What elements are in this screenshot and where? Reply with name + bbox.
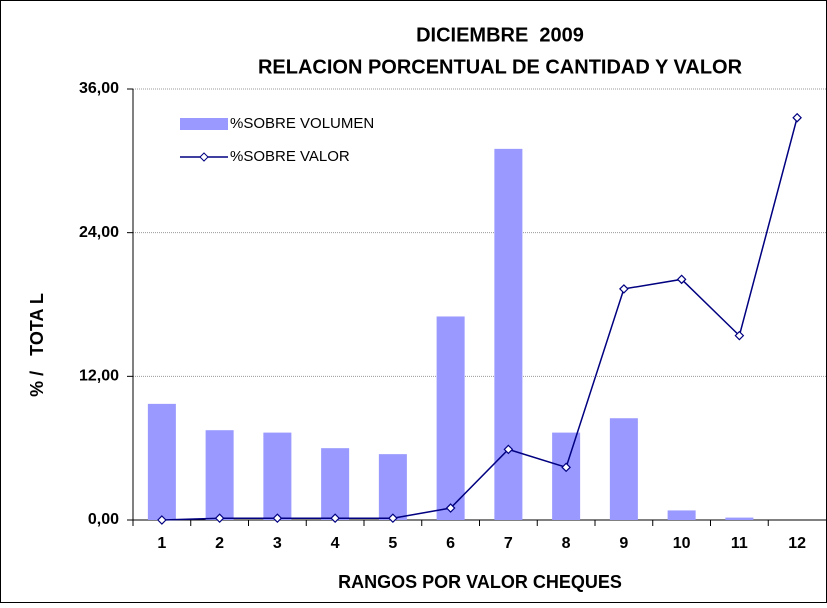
bar (205, 430, 234, 520)
marker (272, 513, 283, 524)
marker (619, 284, 629, 294)
x-axis-label: RANGOS POR VALOR CHEQUES (338, 572, 622, 592)
bar (667, 510, 696, 520)
bar (436, 316, 465, 520)
bar (725, 517, 754, 520)
chart-title: DICIEMBRE 2009 (416, 24, 584, 46)
x-tick-label: 8 (562, 535, 571, 552)
y-tick-label: 24,00 (79, 224, 119, 241)
x-tick-label: 10 (673, 535, 691, 552)
y-tick-label: 0,00 (88, 511, 119, 528)
x-tick-label: 5 (388, 535, 397, 552)
marker (503, 444, 514, 455)
bar (263, 432, 292, 520)
bar (552, 432, 581, 520)
marker (330, 513, 340, 524)
x-tick-label: 6 (446, 535, 455, 552)
bar (147, 403, 176, 520)
marker (157, 515, 167, 525)
x-tick-label: 11 (731, 535, 748, 552)
marker (214, 513, 225, 524)
bar (609, 418, 638, 520)
legend-swatch (180, 118, 228, 130)
legend-label: %SOBRE VALOR (230, 148, 350, 165)
x-tick-label: 9 (619, 535, 628, 552)
legend-marker (199, 152, 209, 162)
marker (734, 330, 745, 341)
x-tick-label: 2 (215, 535, 224, 552)
x-tick-label: 1 (157, 535, 166, 552)
marker (388, 513, 398, 524)
bar (378, 454, 407, 520)
legend-label: %SOBRE VOLUMEN (230, 115, 374, 132)
y-axis-label: % / TOTA L (27, 293, 47, 397)
marker (676, 274, 687, 285)
y-tick-label: 12,00 (79, 368, 119, 385)
chart-subtitle: RELACION PORCENTUAL DE CANTIDAD Y VALOR (258, 56, 743, 78)
x-tick-label: 3 (273, 535, 282, 552)
bar (321, 448, 350, 520)
marker (561, 462, 571, 473)
line (161, 117, 798, 521)
bar (494, 148, 523, 520)
x-tick-label: 4 (331, 535, 340, 552)
marker (445, 503, 456, 513)
x-tick-label: 12 (788, 535, 806, 552)
x-tick-label: 7 (504, 535, 513, 552)
marker (792, 112, 802, 123)
y-tick-label: 36,00 (79, 80, 119, 97)
